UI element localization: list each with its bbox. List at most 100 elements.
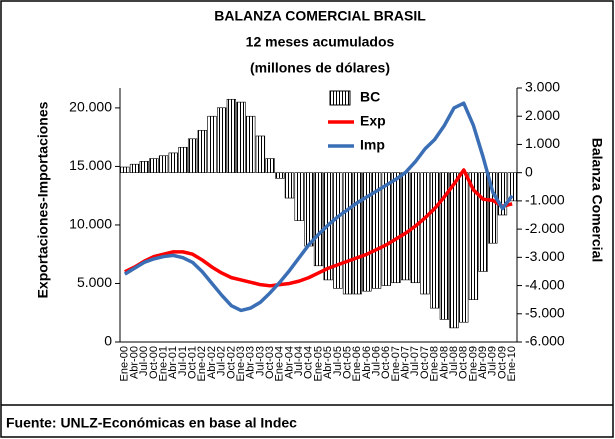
bar — [304, 172, 314, 247]
y-tick-label: 0 — [104, 333, 112, 349]
x-tick-label: Abr-09 — [477, 346, 489, 379]
bar — [333, 172, 343, 289]
x-tick-label: Oct-04 — [303, 346, 315, 379]
y2-tick-label: 0 — [525, 163, 533, 179]
bar — [400, 172, 411, 281]
x-tick-label: Oct-09 — [496, 346, 508, 379]
x-tick-label: Abr-00 — [128, 346, 140, 379]
x-tick-label: Ene-08 — [429, 346, 441, 381]
bar — [459, 172, 469, 323]
x-tick-label: Abr-08 — [438, 346, 450, 379]
bar — [391, 172, 401, 284]
x-tick-label: Ene-02 — [196, 346, 208, 381]
x-tick-label: Ene-03 — [235, 346, 247, 381]
bar — [420, 172, 430, 295]
x-tick-label: Ene-05 — [312, 346, 324, 381]
y2-tick-label: 1.000 — [525, 135, 560, 151]
bar — [497, 172, 508, 216]
x-tick-label: Oct-07 — [419, 346, 431, 379]
y2-tick-label: -1.000 — [525, 192, 565, 208]
legend-label: BC — [360, 89, 380, 105]
bar — [352, 172, 362, 295]
x-tick-label: Jul-02 — [216, 346, 228, 376]
bar — [158, 155, 169, 173]
y2-tick-label: -6.000 — [525, 333, 565, 349]
x-tick-label: Ene-10 — [506, 346, 518, 381]
x-tick-label: Ene-04 — [274, 346, 286, 381]
bar — [284, 172, 295, 199]
bar — [362, 172, 372, 292]
x-tick-label: Ene-09 — [467, 346, 479, 381]
x-tick-label: Jul-01 — [177, 346, 189, 376]
bar — [478, 172, 488, 272]
x-tick-label: Jul-00 — [138, 346, 150, 376]
x-tick-label: Oct-05 — [341, 346, 353, 379]
x-tick-label: Ene-01 — [157, 346, 169, 381]
y-tick-label: 5.000 — [77, 274, 112, 290]
x-tick-label: Jul-09 — [487, 346, 499, 376]
x-tick-label: Jul-05 — [332, 346, 344, 376]
line — [123, 101, 514, 313]
x-tick-label: Ene-07 — [390, 346, 402, 381]
y-tick-label: 15.000 — [69, 157, 112, 173]
y-tick-label: 20.000 — [69, 99, 112, 115]
bar — [178, 146, 188, 173]
x-tick-label: Jul-07 — [409, 346, 421, 376]
bar — [449, 172, 459, 329]
y2-tick-label: -4.000 — [525, 276, 565, 292]
x-tick-label: Oct-06 — [380, 346, 392, 379]
bar — [187, 138, 198, 173]
bar — [507, 172, 517, 202]
chart-title: 12 meses acumulados — [246, 34, 395, 50]
x-tick-label: Ene-06 — [351, 346, 363, 381]
chart-title: (millones de dólares) — [250, 60, 390, 76]
x-tick-label: Jul-06 — [371, 346, 383, 376]
legend-label: Exp — [360, 113, 386, 129]
x-tick-label: Abr-07 — [400, 346, 412, 379]
x-tick-label: Jul-08 — [448, 346, 460, 376]
bar — [265, 158, 275, 173]
x-tick-label: Abr-03 — [245, 346, 257, 379]
bar — [439, 172, 450, 320]
x-tick-label: Oct-02 — [225, 346, 237, 379]
y2-tick-label: 3.000 — [525, 79, 560, 95]
chart-title: BALANZA COMERCIAL BRASIL — [214, 8, 426, 24]
legend-label: Imp — [360, 137, 385, 153]
source: Fuente: UNLZ-Económicas en base al Indec — [6, 415, 297, 431]
bar — [217, 107, 227, 173]
x-tick-label: Jul-03 — [254, 346, 266, 376]
bar — [342, 172, 353, 295]
bar — [255, 135, 266, 173]
y-tick-label: 10.000 — [69, 216, 112, 232]
bar — [313, 172, 324, 267]
line — [124, 168, 513, 288]
bar — [129, 163, 140, 173]
y-axis-label: Exportaciones-Importaciones — [35, 101, 51, 298]
y2-tick-label: 2.000 — [525, 107, 560, 123]
bar — [488, 172, 498, 244]
bar — [168, 152, 178, 173]
legend-swatch — [329, 90, 351, 106]
bar — [120, 166, 130, 173]
bar — [246, 115, 256, 173]
bar — [207, 115, 217, 173]
bar — [139, 161, 149, 173]
x-tick-label: Oct-01 — [187, 346, 199, 379]
y2-tick-label: -3.000 — [525, 248, 565, 264]
bar — [430, 172, 440, 309]
x-tick-label: Abr-04 — [283, 346, 295, 379]
x-tick-label: Oct-03 — [264, 346, 276, 379]
bar — [468, 172, 479, 300]
y2-tick-label: -2.000 — [525, 220, 565, 236]
y2-axis-label: Balanza Comercial — [589, 138, 605, 263]
x-tick-label: Abr-05 — [322, 346, 334, 379]
bar — [294, 172, 304, 221]
bar — [197, 130, 207, 173]
x-tick-label: Abr-01 — [167, 346, 179, 379]
x-tick-label: Ene-00 — [119, 346, 131, 381]
bar — [371, 172, 382, 289]
x-tick-label: Oct-00 — [148, 346, 160, 379]
y2-tick-label: -5.000 — [525, 304, 565, 320]
x-tick-label: Oct-08 — [458, 346, 470, 379]
